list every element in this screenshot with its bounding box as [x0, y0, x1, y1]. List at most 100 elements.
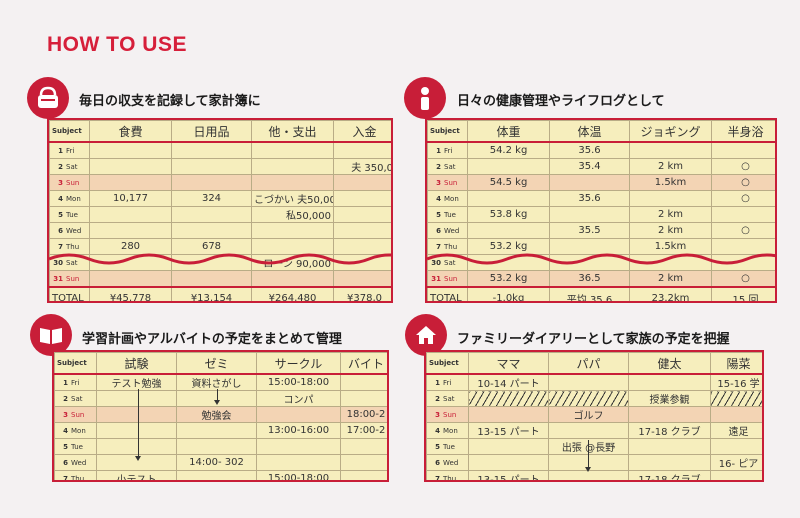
table-cell: 16- ピア: [710, 454, 762, 471]
table-cell: 17:00-2: [340, 422, 387, 439]
table-cell: 54.2 kg: [467, 141, 550, 159]
day-number: 3: [58, 178, 63, 187]
day-number: 1: [58, 146, 63, 155]
health-log-table: Subject 体重 体温 ジョギング 半身浴 1 Fri 54.2 kg 35.6 2…: [425, 118, 777, 303]
day-cell: 3 Sun: [54, 406, 97, 423]
table-cell: [710, 390, 762, 407]
weekday: Thu: [66, 242, 80, 251]
total-cell: ¥378,0: [333, 286, 391, 301]
table-cell: [629, 141, 712, 159]
subject-header: Subject: [426, 352, 469, 375]
table-cell: 18:00-2: [340, 406, 387, 423]
table-cell: 10-14 パート: [468, 373, 549, 391]
day-cell: 31 Sun: [49, 270, 90, 288]
total-cell: ¥45,778: [89, 286, 172, 301]
table-cell: [89, 158, 172, 175]
house-icon: [405, 314, 447, 356]
table-cell: ○: [711, 158, 775, 175]
table-cell: [548, 373, 629, 391]
day-cell: 5 Tue: [49, 206, 90, 223]
table-row: 30 Sat: [427, 254, 775, 271]
table-cell: [96, 422, 177, 439]
day-cell: 3 Sun: [426, 406, 469, 423]
section-heading-family: ファミリーダイアリーとして家族の予定を把握: [457, 332, 730, 347]
column-header: パパ: [548, 352, 629, 375]
table-cell: ○: [711, 270, 775, 288]
table-cell: こづかい 夫50,000: [251, 190, 334, 207]
table-cell: [548, 422, 629, 439]
table-cell: [251, 141, 334, 159]
day-number: 3: [435, 410, 440, 419]
table-row: 7 Thu 53.2 kg 1.5km: [427, 238, 775, 255]
column-header: 体重: [467, 120, 550, 143]
table-cell: ○: [711, 190, 775, 207]
column-header: 日用品: [171, 120, 252, 143]
table-cell: [176, 470, 257, 480]
day-cell: 4 Mon: [54, 422, 97, 439]
day-number: 1: [435, 378, 440, 387]
day-number: 7: [63, 474, 68, 482]
table-cell: [549, 174, 630, 191]
day-number: 30: [53, 258, 63, 267]
day-cell: 5 Tue: [427, 206, 468, 223]
table-row: 5 Tue 私50,000: [49, 206, 391, 223]
column-header: ゼミ: [176, 352, 257, 375]
table-cell: 14:00- 302: [176, 454, 257, 471]
table-cell: [256, 454, 341, 471]
weekday: Sat: [71, 394, 83, 403]
table-row: 2 Sat 35.4 2 km ○: [427, 158, 775, 175]
weekday: Sat: [66, 258, 78, 267]
day-number: 6: [435, 458, 440, 467]
section-heading-study: 学習計画やアルバイトの予定をまとめて管理: [82, 332, 342, 347]
weekday: Thu: [71, 474, 85, 482]
table-cell: [710, 406, 762, 423]
weekday: Sat: [66, 162, 78, 171]
table-cell: 小テスト: [96, 470, 177, 480]
day-number: 2: [58, 162, 63, 171]
table-cell: [176, 422, 257, 439]
table-cell: [333, 174, 391, 191]
table-cell: [89, 222, 172, 239]
table-cell: [628, 406, 711, 423]
table-row: 2 Sat コンパ: [54, 390, 387, 407]
table-row: 3 Sun ゴルフ: [426, 406, 762, 423]
table-cell: [467, 158, 550, 175]
day-cell: 1 Fri: [427, 141, 468, 159]
table-cell: [468, 406, 549, 423]
column-header: 半身浴: [711, 120, 775, 143]
day-cell: 3 Sun: [49, 174, 90, 191]
table-cell: 15-16 学: [710, 373, 762, 391]
table-cell: 2 km: [629, 222, 712, 239]
table-cell: [340, 454, 387, 471]
day-number: 30: [431, 258, 441, 267]
day-number: 3: [436, 178, 441, 187]
table-cell: [549, 206, 630, 223]
table-cell: [96, 438, 177, 455]
table-row: 7 Thu 13-15 パート 17-18 クラブ: [426, 470, 762, 480]
table-cell: [256, 406, 341, 423]
day-number: 7: [58, 242, 63, 251]
table-cell: [251, 174, 334, 191]
day-cell: 4 Mon: [49, 190, 90, 207]
table-cell: 夫 350,0: [333, 158, 391, 175]
table-row: 3 Sun 勉強会 18:00-2: [54, 406, 387, 423]
day-cell: 1 Fri: [49, 141, 90, 159]
weekday: Sat: [444, 162, 456, 171]
section-heading-household: 毎日の収支を記録して家計簿に: [79, 94, 261, 109]
table-row: 5 Tue 出張 @長野: [426, 438, 762, 455]
table-cell: [340, 470, 387, 480]
table-cell: ○: [711, 174, 775, 191]
table-cell: [171, 270, 252, 288]
table-cell: [89, 174, 172, 191]
day-cell: 7 Thu: [54, 470, 97, 482]
table-cell: 35.6: [549, 190, 630, 207]
table-cell: [711, 254, 775, 271]
weekday: Sun: [444, 274, 458, 283]
table-cell: 17-18 クラブ: [628, 422, 711, 439]
table-cell: [548, 390, 629, 407]
table-row: 2 Sat 授業参観: [426, 390, 762, 407]
table-cell: [251, 222, 334, 239]
day-cell: 31 Sun: [427, 270, 468, 288]
day-number: 5: [58, 210, 63, 219]
subject-header: Subject: [427, 120, 468, 143]
